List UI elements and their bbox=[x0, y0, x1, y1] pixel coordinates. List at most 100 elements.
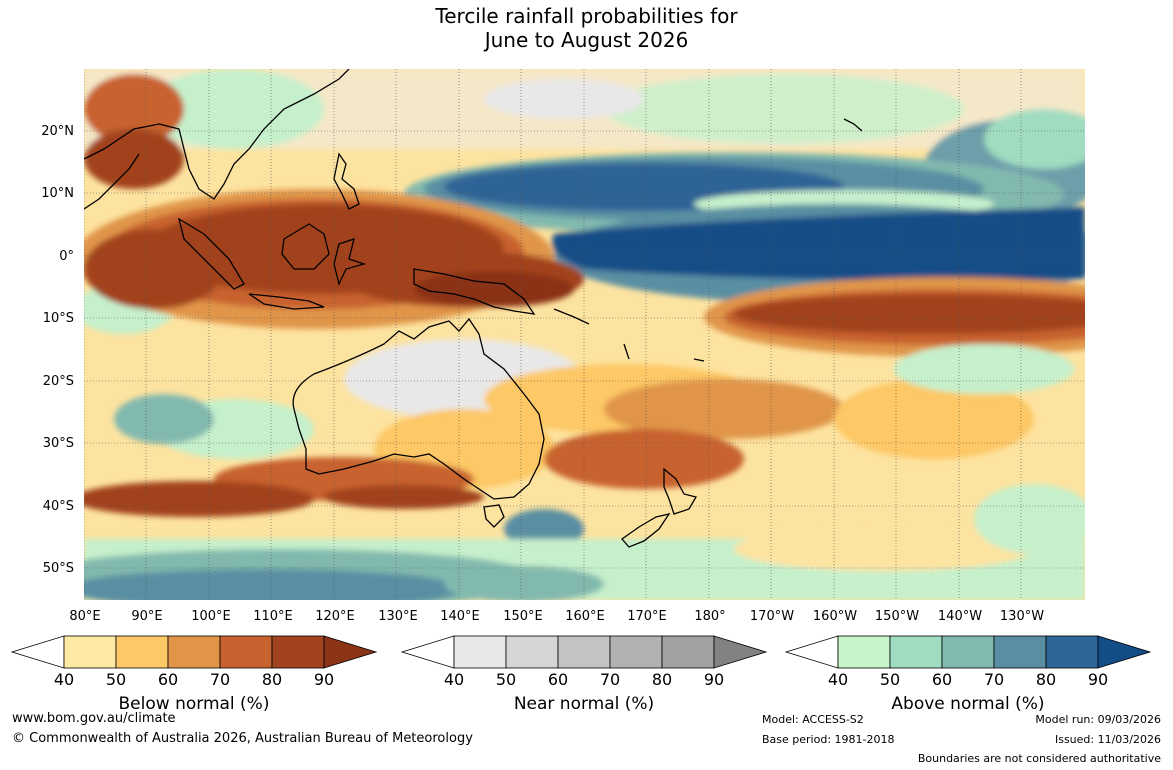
model-run-date: Model run: 09/03/2026 bbox=[1035, 713, 1161, 726]
solomon-islands bbox=[553, 308, 590, 325]
sumatra-coastline bbox=[177, 217, 245, 290]
lat-label-0: 0° bbox=[59, 249, 74, 264]
coastlines bbox=[84, 69, 863, 548]
boundaries-disclaimer: Boundaries are not considered authoritat… bbox=[917, 752, 1161, 765]
legend-below-swatch-4 bbox=[219, 635, 273, 669]
legend-above-tick: 60 bbox=[931, 670, 953, 689]
legend-above-tick: 40 bbox=[827, 670, 849, 689]
legend-below-tick: 60 bbox=[157, 670, 179, 689]
legend-near-tick: 80 bbox=[651, 670, 673, 689]
lon-label-180: 180° bbox=[694, 609, 726, 624]
legend-near-colorbar bbox=[400, 635, 768, 669]
new-zealand-north bbox=[663, 467, 697, 515]
legend-near-swatch-2 bbox=[505, 635, 559, 669]
lon-label-140w: 140°W bbox=[937, 609, 983, 624]
lon-label-160w: 160°W bbox=[812, 609, 858, 624]
legend-above-tick: 90 bbox=[1087, 670, 1109, 689]
legend-near-tick: 90 bbox=[703, 670, 725, 689]
graticule bbox=[84, 69, 1085, 600]
legend-below-swatch-6 bbox=[323, 635, 378, 669]
lon-label-130w: 130°W bbox=[999, 609, 1045, 624]
legend-below-swatch-3 bbox=[167, 635, 221, 669]
source-url[interactable]: www.bom.gov.au/climate bbox=[12, 711, 176, 726]
rainfall-probability-map bbox=[84, 69, 1085, 600]
legend-near-swatch-3 bbox=[557, 635, 611, 669]
lat-label-20n: 20°N bbox=[41, 124, 74, 139]
lat-label-50s: 50°S bbox=[42, 561, 74, 576]
legend-below-tick: 40 bbox=[53, 670, 75, 689]
lon-label-120e: 120°E bbox=[315, 609, 355, 624]
legend-near-swatch-6 bbox=[713, 635, 768, 669]
legend-near-swatch-1 bbox=[453, 635, 507, 669]
lon-label-110e: 110°E bbox=[253, 609, 293, 624]
legend-above-swatch-0 bbox=[784, 635, 839, 669]
lon-label-160e: 160°E bbox=[565, 609, 605, 624]
legend-near-tick: 60 bbox=[547, 670, 569, 689]
legend-near-tick: 50 bbox=[495, 670, 517, 689]
lon-label-80e: 80°E bbox=[69, 609, 101, 624]
lat-label-10s: 10°S bbox=[42, 311, 74, 326]
title-line-2: June to August 2026 bbox=[484, 28, 689, 52]
lon-label-100e: 100°E bbox=[191, 609, 231, 624]
legend-below-tick: 90 bbox=[313, 670, 335, 689]
legend-above-swatch-3 bbox=[941, 635, 995, 669]
map-title: Tercile rainfall probabilities for June … bbox=[0, 4, 1173, 52]
vanuatu-fiji-islands bbox=[623, 343, 705, 362]
asia-coastline bbox=[84, 69, 350, 200]
issued-date: Issued: 11/03/2026 bbox=[1054, 733, 1161, 746]
legend-above-tick: 70 bbox=[983, 670, 1005, 689]
new-guinea-coastline bbox=[413, 268, 536, 315]
legend-above-title: Above normal (%) bbox=[891, 694, 1045, 714]
lon-label-130e: 130°E bbox=[378, 609, 418, 624]
borneo-coastline bbox=[281, 223, 330, 270]
legend-near-title: Near normal (%) bbox=[513, 694, 655, 714]
philippines-coastline bbox=[333, 152, 360, 210]
legend-above-swatch-4 bbox=[993, 635, 1047, 669]
india-coastline bbox=[84, 153, 140, 210]
legend-near-tick: 70 bbox=[599, 670, 621, 689]
legend-below-title: Below normal (%) bbox=[118, 694, 270, 714]
title-line-1: Tercile rainfall probabilities for bbox=[435, 4, 738, 28]
legend-below-tick: 70 bbox=[209, 670, 231, 689]
legend-below-swatch-2 bbox=[115, 635, 169, 669]
legend-below-swatch-1 bbox=[63, 635, 117, 669]
lon-label-170e: 170°E bbox=[627, 609, 667, 624]
legend-below-normal bbox=[10, 635, 378, 672]
legend-above-swatch-1 bbox=[837, 635, 891, 669]
lon-label-170w: 170°W bbox=[749, 609, 795, 624]
copyright-notice: © Commonwealth of Australia 2026, Austra… bbox=[12, 731, 473, 746]
lon-label-150w: 150°W bbox=[874, 609, 920, 624]
legend-above-tick: 50 bbox=[879, 670, 901, 689]
model-name: Model: ACCESS-S2 bbox=[762, 713, 864, 726]
lon-label-140e: 140°E bbox=[440, 609, 480, 624]
legend-near-swatch-4 bbox=[609, 635, 663, 669]
lon-label-150e: 150°E bbox=[503, 609, 543, 624]
legend-near-normal bbox=[400, 635, 768, 672]
new-zealand-south bbox=[621, 512, 671, 548]
legend-above-colorbar bbox=[784, 635, 1152, 669]
australia-coastline bbox=[292, 317, 545, 500]
legend-below-swatch-0 bbox=[10, 635, 65, 669]
lat-label-30s: 30°S bbox=[42, 436, 74, 451]
legend-near-tick: 40 bbox=[443, 670, 465, 689]
base-period: Base period: 1981-2018 bbox=[762, 733, 895, 746]
hawaii-islands bbox=[843, 118, 863, 132]
legend-above-normal bbox=[784, 635, 1152, 672]
legend-below-swatch-5 bbox=[271, 635, 325, 669]
lat-label-10n: 10°N bbox=[41, 186, 74, 201]
legend-above-swatch-5 bbox=[1045, 635, 1099, 669]
tasmania-coastline bbox=[483, 504, 505, 528]
lat-label-20s: 20°S bbox=[42, 374, 74, 389]
legend-below-tick: 50 bbox=[105, 670, 127, 689]
map-canvas bbox=[84, 69, 1085, 600]
sulawesi-coastline bbox=[333, 238, 367, 286]
lat-label-40s: 40°S bbox=[42, 499, 74, 514]
legend-above-swatch-2 bbox=[889, 635, 943, 669]
lon-label-90e: 90°E bbox=[131, 609, 163, 624]
probability-fields bbox=[84, 69, 1085, 600]
legend-near-swatch-0 bbox=[400, 635, 455, 669]
legend-below-colorbar bbox=[10, 635, 378, 669]
java-coastline bbox=[248, 293, 325, 310]
legend-above-tick: 80 bbox=[1035, 670, 1057, 689]
legend-near-swatch-5 bbox=[661, 635, 715, 669]
